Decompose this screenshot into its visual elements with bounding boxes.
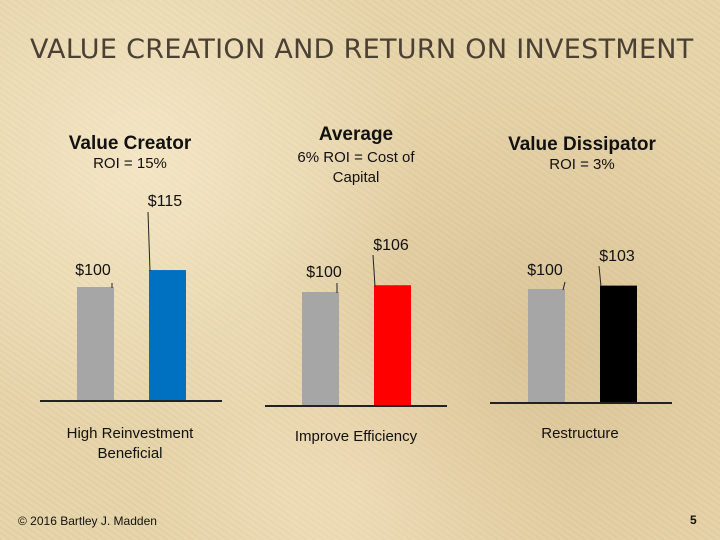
average-bar-base [302,292,339,405]
value-creator-caption: High Reinvestment Beneficial [66,425,194,462]
value-dissipator-caption: Restructure [541,425,619,442]
average-title: Average [318,124,394,145]
value-dissipator-bar-new [600,285,637,402]
average-label-new: $106 [373,237,409,254]
value-creator-label-base: $100 [75,262,111,279]
average-caption: Improve Efficiency [294,428,418,445]
copyright-footer: © 2016 Bartley J. Madden [18,514,157,528]
value-creator-label-new: $115 [147,193,183,210]
average-leader-new [372,254,376,287]
value-dissipator-title: Value Dissipator [508,134,656,155]
average-roi: 6% ROI = Cost of Capital [297,149,415,186]
value-creator-title: Value Creator [68,133,192,154]
average-label-base: $100 [306,264,342,281]
value-creator-leader-new [147,211,151,272]
page-number: 5 [690,513,697,527]
value-dissipator-leader-base [562,281,566,291]
value-dissipator-label-base: $100 [527,262,563,279]
value-dissipator-roi: ROI = 3% [549,156,615,173]
value-creator-bar-new [149,270,186,400]
slide-title: VALUE CREATION AND RETURN ON INVESTMENT [30,34,694,65]
average-bar-new [374,285,411,405]
value-creator-bar-base [77,287,114,400]
value-creator-roi: ROI = 15% [93,155,167,172]
value-dissipator-leader-new [598,265,602,287]
value-dissipator-label-new: $103 [599,248,635,265]
value-dissipator-bar-base [528,289,565,402]
